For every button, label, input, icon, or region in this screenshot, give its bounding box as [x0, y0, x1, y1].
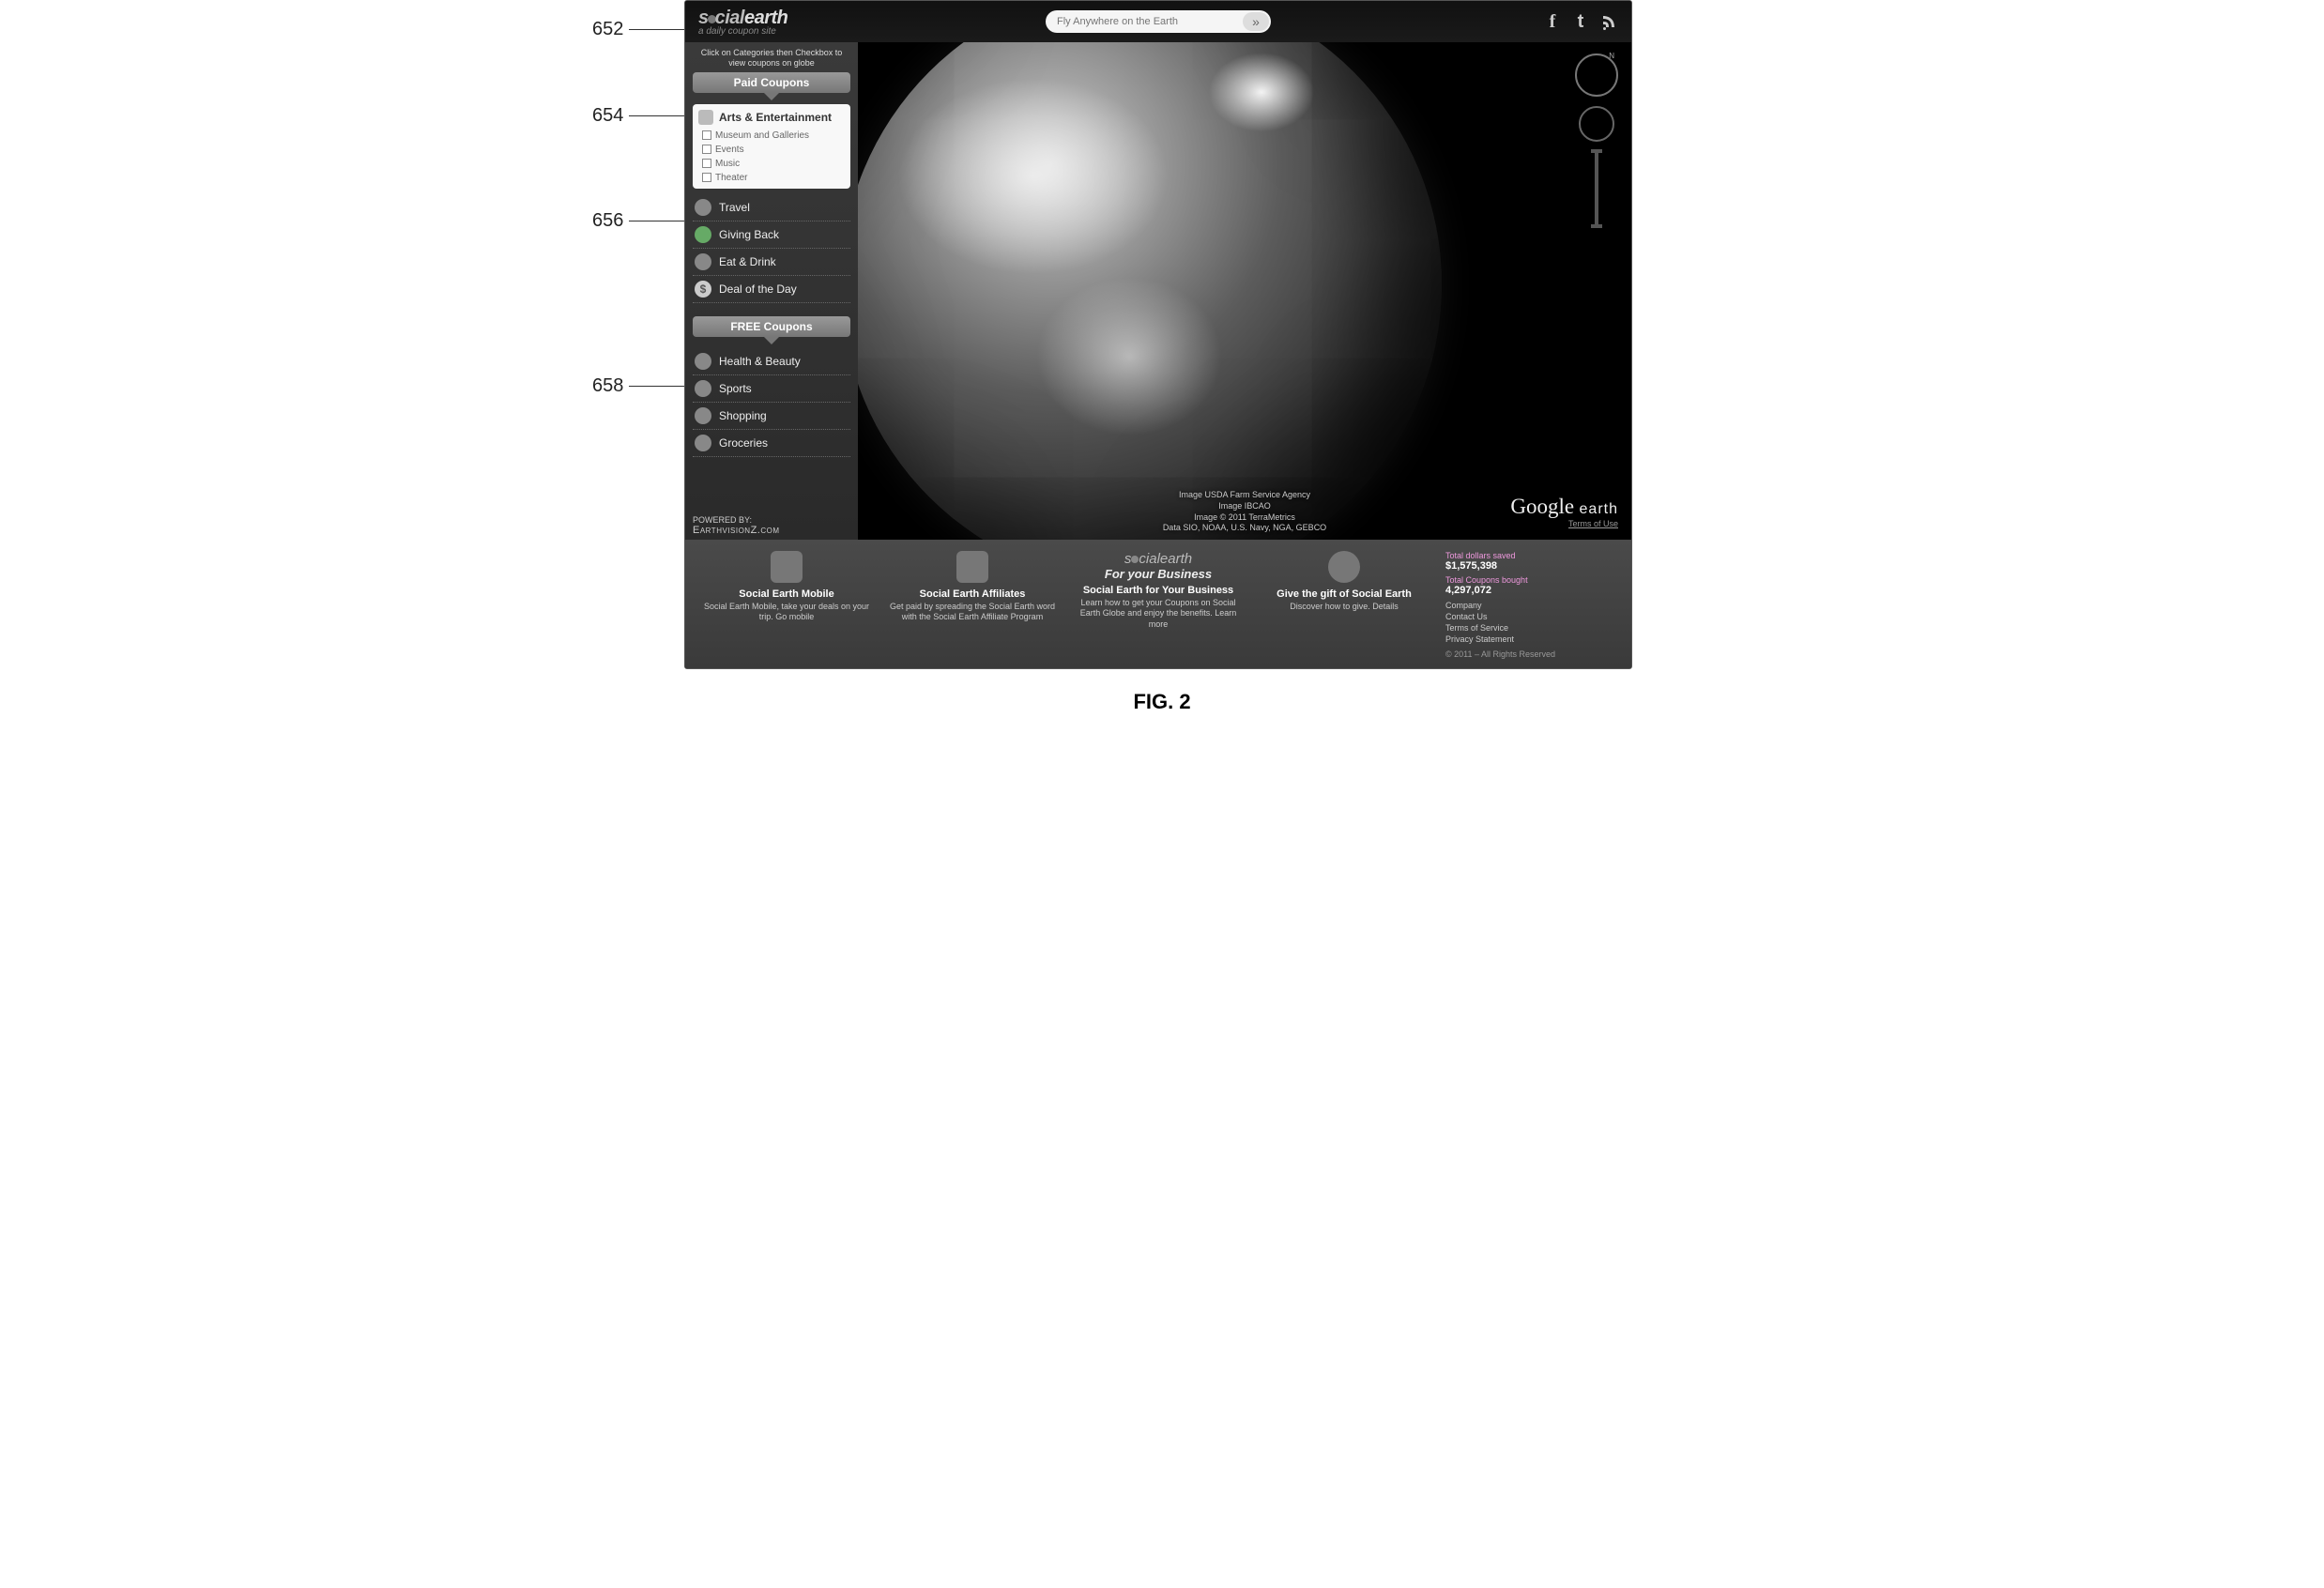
logo-tagline: a daily coupon site: [698, 26, 787, 37]
category-giving-back[interactable]: Giving Back: [693, 221, 850, 249]
footer-col-business[interactable]: scialearth For your Business Social Eart…: [1074, 551, 1243, 659]
sub-music[interactable]: Music: [698, 157, 845, 171]
category-shopping[interactable]: Shopping: [693, 403, 850, 430]
category-travel[interactable]: Travel: [693, 194, 850, 221]
heart-icon: [695, 226, 711, 243]
dollar-icon: $: [695, 281, 711, 298]
sub-theater[interactable]: Theater: [698, 171, 845, 185]
zoom-slider[interactable]: [1595, 151, 1598, 226]
dress-icon: [695, 407, 711, 424]
category-title: Arts & Entertainment: [719, 111, 832, 124]
terms-of-use-link[interactable]: Terms of Use: [1510, 519, 1618, 528]
footer-col-gift[interactable]: Give the gift of Social Earth Discover h…: [1260, 551, 1429, 659]
sub-events[interactable]: Events: [698, 143, 845, 157]
ticket-icon: [698, 110, 713, 125]
copyright: © 2011 – All Rights Reserved: [1445, 649, 1614, 659]
header-bar: scialearth a daily coupon site » f t: [685, 1, 1631, 42]
beauty-icon: [695, 353, 711, 370]
footer-stats-links: Total dollars saved $1,575,398 Total Cou…: [1445, 551, 1614, 659]
search-input[interactable]: [1057, 16, 1243, 27]
search-pill[interactable]: »: [1046, 10, 1271, 33]
facebook-icon[interactable]: f: [1543, 12, 1562, 31]
category-groceries[interactable]: Groceries: [693, 430, 850, 457]
footer-link-contact[interactable]: Contact Us: [1445, 611, 1614, 622]
paid-coupons-header[interactable]: Paid Coupons: [693, 72, 850, 93]
globe-viewport[interactable]: N Image USDA Farm Service Agency Image I…: [858, 42, 1631, 540]
logo[interactable]: scialearth a daily coupon site: [698, 8, 787, 37]
footer-col-affiliates[interactable]: Social Earth Affiliates Get paid by spre…: [888, 551, 1057, 659]
earth-globe[interactable]: [858, 42, 1442, 540]
footer-link-company[interactable]: Company: [1445, 600, 1614, 611]
callout-652: 652: [592, 19, 685, 40]
figure-label: FIG. 2: [581, 690, 1743, 714]
checkbox-icon[interactable]: [702, 173, 711, 182]
rss-icon[interactable]: [1599, 12, 1618, 31]
north-indicator: N: [1609, 52, 1614, 60]
navigation-controls: N: [1575, 53, 1618, 226]
food-icon: [695, 253, 711, 270]
footer-link-privacy[interactable]: Privacy Statement: [1445, 634, 1614, 645]
footer-link-terms[interactable]: Terms of Service: [1445, 622, 1614, 634]
globe-icon: [695, 199, 711, 216]
compass-ring[interactable]: N: [1575, 53, 1618, 97]
callout-654: 654: [592, 105, 685, 127]
sidebar-instructions: Click on Categories then Checkbox to vie…: [693, 48, 850, 69]
callout-658: 658: [592, 375, 685, 397]
category-arts-entertainment[interactable]: Arts & Entertainment Museum and Gallerie…: [693, 104, 850, 189]
twitter-icon[interactable]: t: [1571, 12, 1590, 31]
gift-icon: [1328, 551, 1360, 583]
category-deal-of-day[interactable]: $Deal of the Day: [693, 276, 850, 303]
footer: Social Earth Mobile Social Earth Mobile,…: [685, 540, 1631, 668]
app-window: scialearth a daily coupon site » f t Cli…: [684, 0, 1632, 669]
google-earth-brand: Google earth Terms of Use: [1510, 495, 1618, 528]
phone-icon: [771, 551, 803, 583]
pan-ring[interactable]: [1579, 106, 1614, 142]
imagery-attribution: Image USDA Farm Service Agency Image IBC…: [1163, 490, 1326, 534]
sub-museum[interactable]: Museum and Galleries: [698, 129, 845, 143]
checkbox-icon[interactable]: [702, 159, 711, 168]
callout-656: 656: [592, 210, 685, 232]
category-health-beauty[interactable]: Health & Beauty: [693, 348, 850, 375]
sidebar: Click on Categories then Checkbox to vie…: [685, 42, 858, 540]
category-sports[interactable]: Sports: [693, 375, 850, 403]
free-coupons-header[interactable]: FREE Coupons: [693, 316, 850, 337]
powered-by: POWERED BY: EarthvisionZ.com: [693, 515, 850, 536]
checkbox-icon[interactable]: [702, 145, 711, 154]
checkbox-icon[interactable]: [702, 130, 711, 140]
footer-col-mobile[interactable]: Social Earth Mobile Social Earth Mobile,…: [702, 551, 871, 659]
category-eat-drink[interactable]: Eat & Drink: [693, 249, 850, 276]
footer-logo: scialearth: [1074, 551, 1243, 567]
search-go-button[interactable]: »: [1243, 12, 1269, 31]
bag-icon: [695, 435, 711, 451]
people-icon: [956, 551, 988, 583]
ball-icon: [695, 380, 711, 397]
